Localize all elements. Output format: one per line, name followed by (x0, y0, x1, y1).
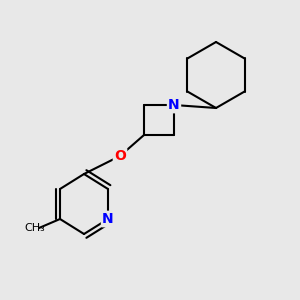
Text: N: N (102, 212, 114, 226)
Text: N: N (168, 98, 180, 112)
Text: O: O (114, 149, 126, 163)
Text: CH₃: CH₃ (24, 223, 45, 233)
